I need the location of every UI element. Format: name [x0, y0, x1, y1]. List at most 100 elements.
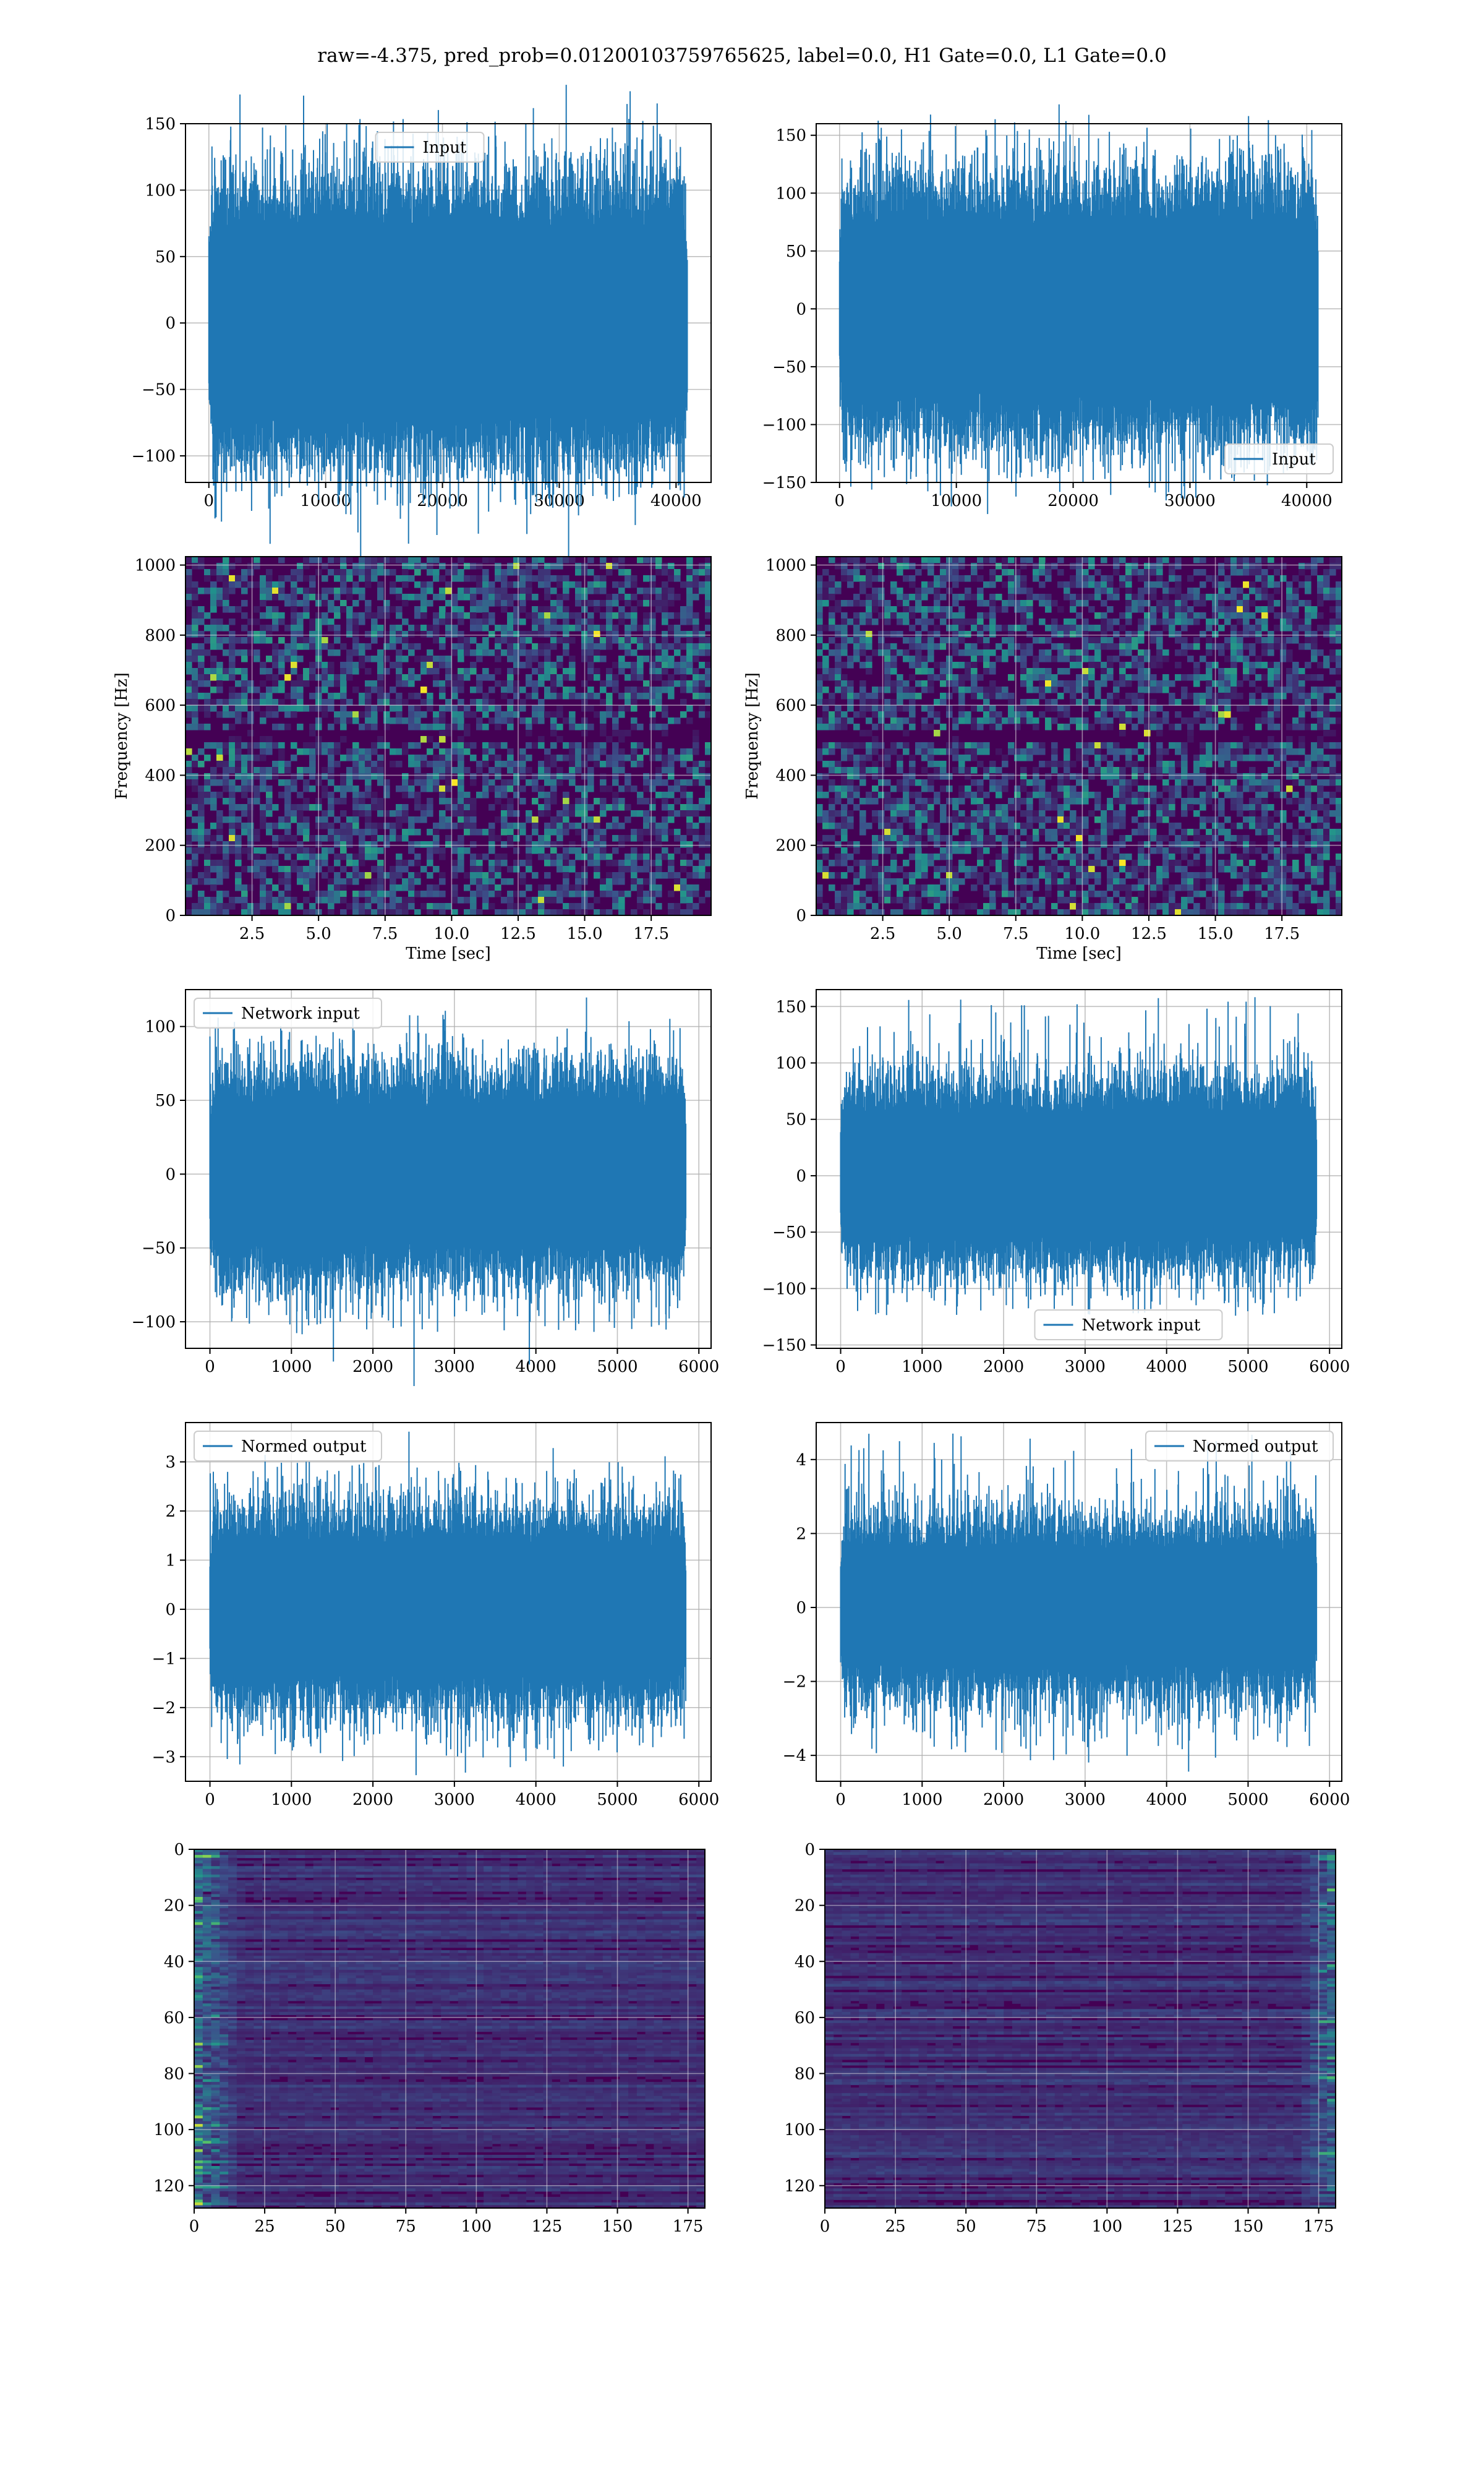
- y-tick-label: 0: [165, 907, 176, 925]
- y-tick-label: 200: [775, 837, 806, 855]
- legend-label: Input: [423, 139, 467, 157]
- x-tick-label: 17.5: [1264, 925, 1300, 943]
- y-tick-label: 50: [155, 248, 176, 267]
- x-tick-label: 1000: [271, 1358, 312, 1376]
- y-tick-label: 2: [165, 1502, 176, 1521]
- x-tick-label: 4000: [1146, 1791, 1187, 1809]
- x-tick-label: 0: [820, 2217, 830, 2236]
- y-tick-label: 400: [145, 766, 176, 785]
- x-tick-label: 6000: [678, 1791, 719, 1809]
- subplot-spectrogram-h1: 2.5 5.0 7.5 10.0 12.5 15.0 17.5020040060080010…: [113, 557, 712, 963]
- y-tick-label: 150: [775, 127, 806, 145]
- y-tick-label: −150: [762, 1337, 806, 1355]
- x-tick-label: 2000: [983, 1791, 1024, 1809]
- y-tick-label: 100: [145, 1018, 176, 1037]
- legend: Network input: [194, 998, 382, 1028]
- y-tick-label: 60: [795, 2009, 815, 2027]
- legend: Network input: [1035, 1310, 1222, 1340]
- x-tick-label: 2000: [352, 1358, 393, 1376]
- x-tick-label: 0: [835, 1791, 846, 1809]
- y-tick-label: 0: [796, 907, 806, 925]
- y-tick-label: 800: [775, 627, 806, 645]
- legend-label: Input: [1272, 450, 1316, 469]
- x-tick-label: 6000: [1309, 1358, 1350, 1376]
- x-tick-label: 30000: [534, 492, 585, 510]
- y-tick-label: −50: [142, 381, 176, 400]
- x-tick-label: 50: [325, 2217, 346, 2236]
- y-tick-label: −100: [762, 1280, 806, 1298]
- feature-map-cells: [194, 1849, 706, 2209]
- x-tick-label: 3000: [1065, 1791, 1106, 1809]
- y-tick-label: −50: [772, 358, 806, 377]
- x-tick-label: 10.0: [433, 925, 469, 943]
- y-tick-label: 0: [796, 1167, 806, 1186]
- y-tick-label: −2: [152, 1699, 176, 1718]
- x-tick-label: 1000: [902, 1791, 942, 1809]
- x-tick-label: 20000: [417, 492, 468, 510]
- y-tick-label: 0: [165, 1165, 176, 1184]
- y-tick-label: 800: [145, 627, 176, 645]
- y-tick-label: 600: [775, 696, 806, 715]
- x-tick-label: 3000: [434, 1358, 475, 1376]
- x-tick-label: 0: [204, 492, 215, 510]
- y-tick-label: 50: [155, 1092, 176, 1110]
- x-tick-label: 0: [205, 1358, 215, 1376]
- y-tick-label: 0: [804, 1841, 815, 1859]
- x-tick-label: 5000: [1227, 1791, 1268, 1809]
- y-tick-label: 200: [145, 837, 176, 855]
- x-tick-label: 3000: [1065, 1358, 1106, 1376]
- y-tick-label: 80: [795, 2065, 815, 2084]
- x-tick-label: 175: [673, 2217, 704, 2236]
- y-tick-label: 1000: [765, 557, 806, 575]
- y-tick-label: 50: [786, 1111, 806, 1129]
- x-tick-label: 6000: [678, 1358, 719, 1376]
- x-axis-label: Time [sec]: [406, 944, 491, 963]
- legend: Normed output: [194, 1431, 382, 1461]
- x-tick-label: 0: [205, 1791, 215, 1809]
- y-tick-label: 0: [174, 1841, 184, 1859]
- y-tick-label: 4: [796, 1451, 806, 1470]
- y-tick-label: −100: [132, 447, 176, 466]
- x-tick-label: 5000: [1227, 1358, 1268, 1376]
- y-tick-label: 400: [775, 766, 806, 785]
- x-tick-label: 0: [189, 2217, 200, 2236]
- x-tick-label: 7.5: [1003, 925, 1028, 943]
- x-tick-label: 6000: [1309, 1791, 1350, 1809]
- x-tick-label: 1000: [271, 1791, 312, 1809]
- x-tick-label: 150: [602, 2217, 633, 2236]
- y-tick-label: 20: [164, 1897, 184, 1915]
- x-axis-label: Time [sec]: [1036, 944, 1122, 963]
- x-tick-label: 2000: [352, 1791, 393, 1809]
- y-tick-label: 40: [164, 1953, 184, 1971]
- y-tick-label: −1: [152, 1650, 176, 1668]
- y-tick-label: 0: [165, 1601, 176, 1619]
- legend-label: Network input: [241, 1004, 360, 1023]
- legend-label: Normed output: [241, 1437, 367, 1456]
- y-tick-label: 50: [786, 242, 806, 261]
- y-tick-label: 150: [145, 115, 176, 134]
- x-tick-label: 75: [1026, 2217, 1047, 2236]
- x-tick-label: 2.5: [870, 925, 895, 943]
- y-axis-label: Frequency [Hz]: [113, 672, 131, 800]
- y-tick-label: 100: [775, 184, 806, 203]
- y-tick-label: −100: [132, 1313, 176, 1332]
- x-tick-label: 4000: [516, 1358, 556, 1376]
- y-tick-label: 100: [145, 181, 176, 200]
- legend-label: Network input: [1082, 1316, 1201, 1335]
- x-tick-label: 150: [1233, 2217, 1264, 2236]
- x-tick-label: 100: [1092, 2217, 1123, 2236]
- x-tick-label: 40000: [1281, 492, 1333, 510]
- spectrogram-cells: [816, 557, 1342, 916]
- y-tick-label: −100: [762, 416, 806, 434]
- y-tick-label: 40: [795, 1953, 815, 1971]
- x-tick-label: 2.5: [239, 925, 265, 943]
- feature-map-cells: [825, 1849, 1336, 2209]
- figure-suptitle: raw=-4.375, pred_prob=0.012001037597656​…: [317, 45, 1166, 67]
- x-tick-label: 75: [396, 2217, 416, 2236]
- y-tick-label: 150: [775, 998, 806, 1016]
- y-tick-label: −3: [152, 1748, 176, 1766]
- x-tick-label: 125: [1162, 2217, 1193, 2236]
- x-tick-label: 4000: [1146, 1358, 1187, 1376]
